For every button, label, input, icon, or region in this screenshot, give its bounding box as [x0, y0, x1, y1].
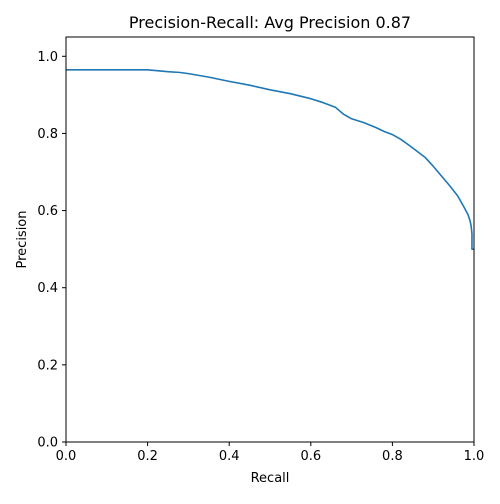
x-axis-ticks: 0.0 0.2 0.4 0.6 0.8 1.0 — [56, 442, 485, 464]
x-tick-label: 0.4 — [219, 449, 240, 464]
x-tick-label: 0.6 — [300, 449, 321, 464]
x-axis-label: Recall — [251, 471, 290, 486]
y-tick-label: 0.4 — [37, 281, 58, 296]
chart-title: Precision-Recall: Avg Precision 0.87 — [129, 13, 411, 32]
y-axis-ticks: 0.0 0.2 0.4 0.6 0.8 1.0 — [37, 50, 66, 451]
x-tick-label: 0.0 — [56, 449, 77, 464]
series-line-precision-recall — [66, 68, 474, 250]
y-axis-label: Precision — [15, 210, 30, 268]
plot-layer — [66, 68, 474, 250]
x-tick-label: 1.0 — [464, 449, 485, 464]
y-tick-label: 0.6 — [37, 204, 58, 219]
axes-frame — [65, 36, 475, 443]
x-tick-label: 0.8 — [382, 449, 403, 464]
y-tick-label: 1.0 — [37, 50, 58, 65]
y-tick-label: 0.0 — [37, 436, 58, 451]
x-tick-label: 0.2 — [137, 449, 158, 464]
y-tick-label: 0.8 — [37, 127, 58, 142]
y-tick-label: 0.2 — [37, 358, 58, 373]
